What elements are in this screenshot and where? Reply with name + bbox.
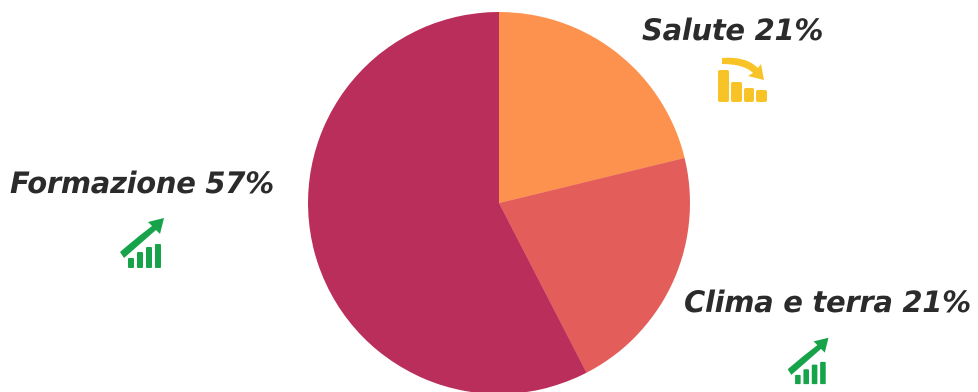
trend-up-icon [120,218,164,268]
slice-label-clima-e-terra: Clima e terra 21% [684,285,971,319]
slice-label-salute: Salute 21% [642,13,824,47]
pie-slice-formazione [308,12,587,392]
pie-slice-clima-e-terra [499,157,691,373]
trend-down-icon [718,57,767,102]
trend-up-icon [787,337,829,385]
slice-label-formazione: Formazione 57% [10,166,274,200]
pie-slice-salute [499,12,685,203]
